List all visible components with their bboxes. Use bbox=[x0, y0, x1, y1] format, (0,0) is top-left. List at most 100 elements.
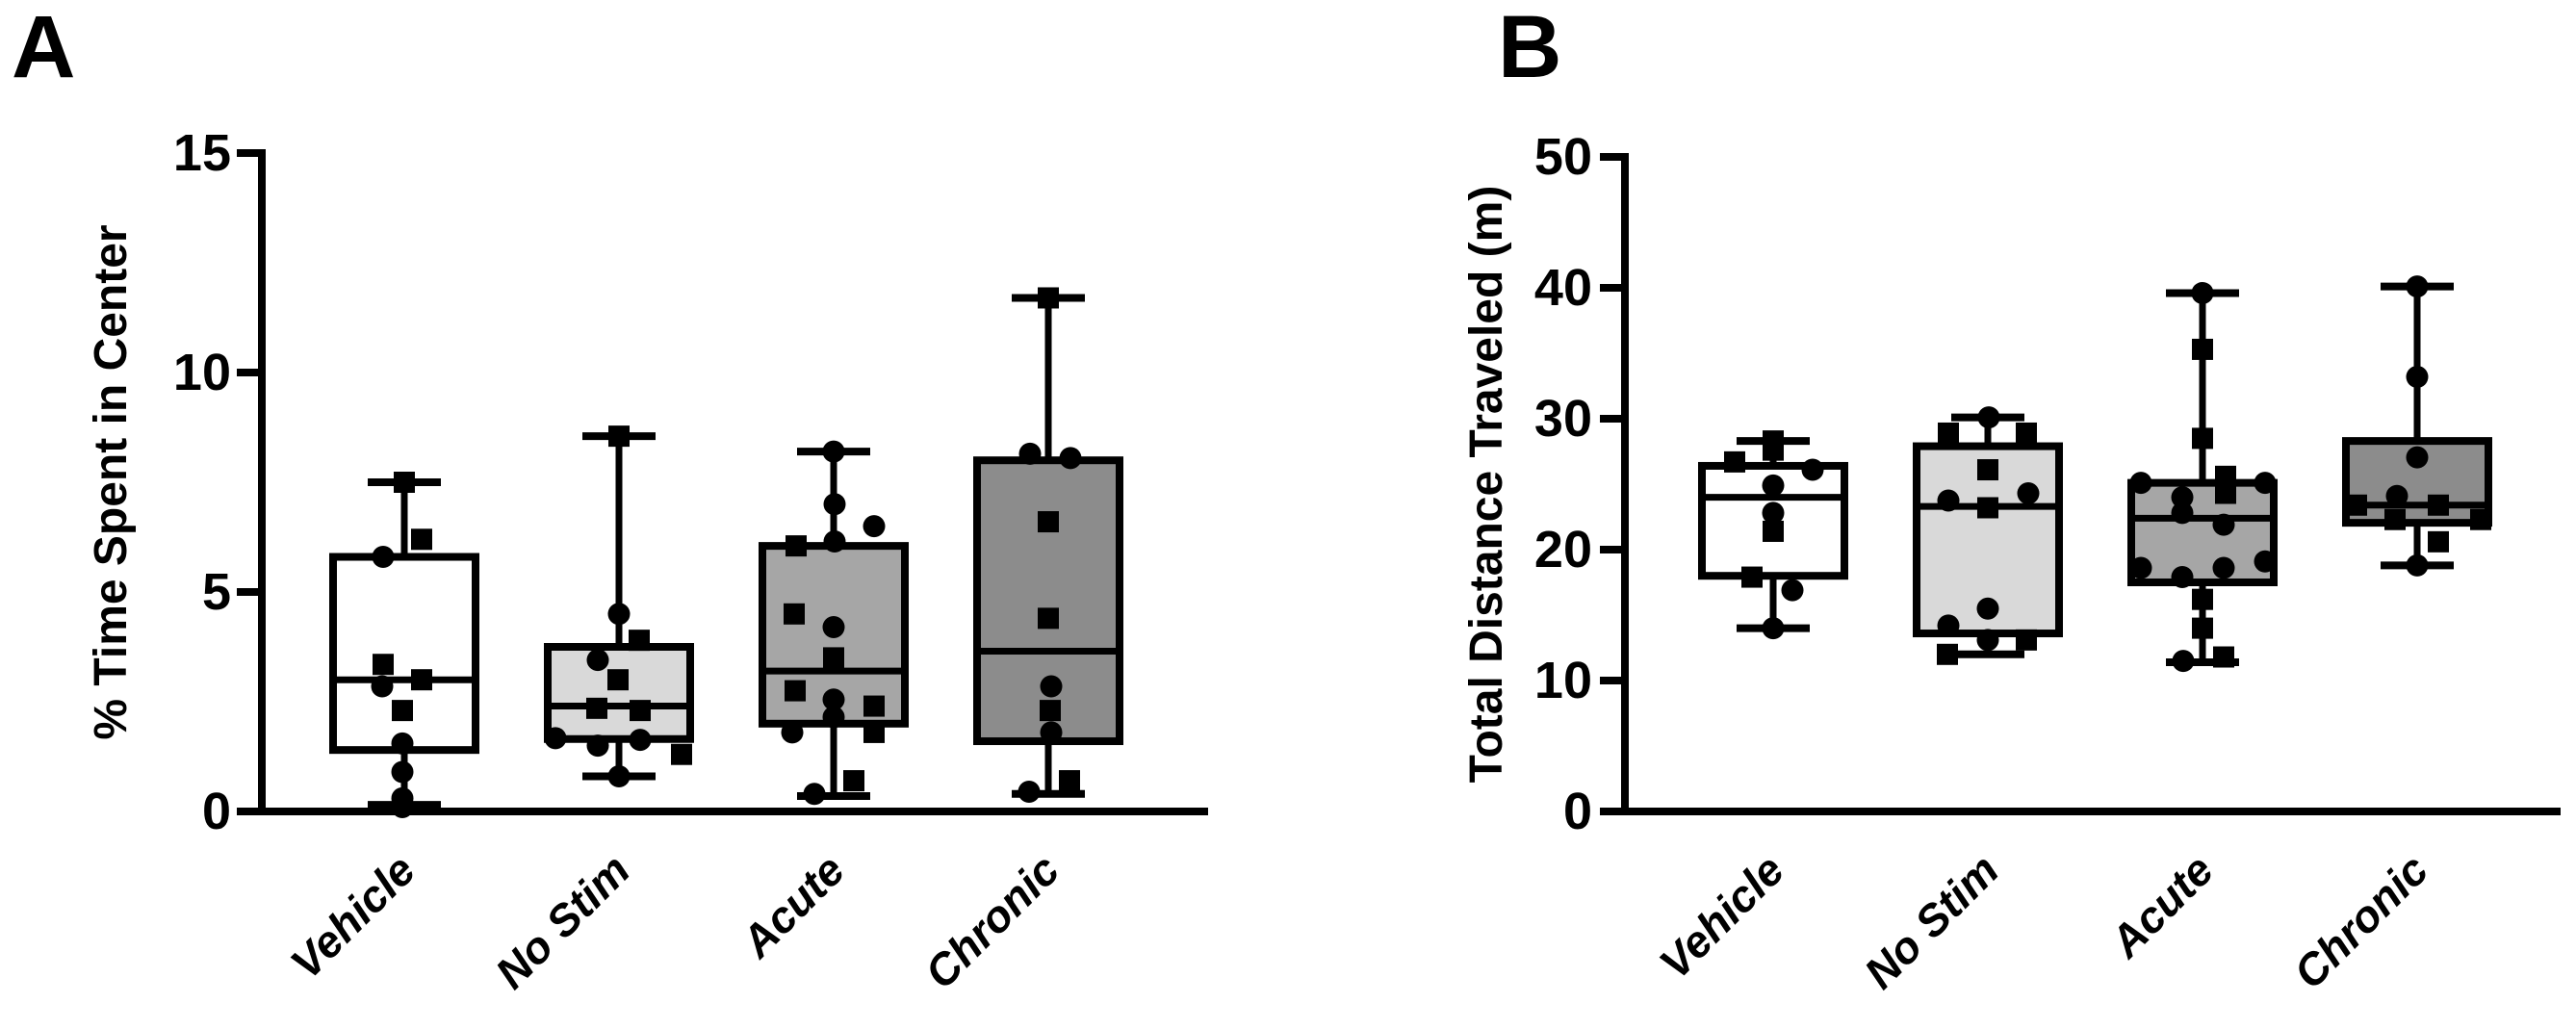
data-point-circle bbox=[1801, 458, 1824, 481]
data-point-square bbox=[786, 535, 807, 557]
data-point-circle bbox=[823, 493, 846, 516]
data-point-circle bbox=[781, 721, 804, 744]
data-point-circle bbox=[1937, 614, 1960, 637]
data-point-square bbox=[863, 695, 885, 717]
y-axis-tick-label: 30 bbox=[1534, 390, 1592, 448]
data-point-circle bbox=[1976, 629, 1999, 652]
data-point-square bbox=[2384, 508, 2406, 530]
y-axis-tick-label: 20 bbox=[1534, 521, 1592, 579]
data-point-circle bbox=[1018, 442, 1042, 465]
data-point-square bbox=[2215, 482, 2236, 504]
data-point-square bbox=[1763, 439, 1784, 461]
data-point-square bbox=[2213, 646, 2234, 668]
data-point-square bbox=[586, 697, 607, 719]
data-point-circle bbox=[2254, 472, 2277, 495]
data-point-square bbox=[863, 721, 885, 743]
data-point-circle bbox=[1762, 502, 1785, 525]
category-label: Chronic bbox=[2283, 844, 2437, 998]
data-point-circle bbox=[2171, 502, 2194, 525]
data-point-circle bbox=[371, 675, 394, 698]
data-point-circle bbox=[1976, 597, 1999, 620]
data-point-square bbox=[392, 700, 413, 722]
data-point-circle bbox=[2017, 482, 2040, 505]
data-point-circle bbox=[391, 795, 414, 818]
data-point-circle bbox=[822, 615, 845, 638]
data-point-circle bbox=[822, 706, 845, 729]
category-label: No Stim bbox=[485, 844, 639, 998]
data-point-circle bbox=[586, 734, 609, 758]
category-label: Vehicle bbox=[281, 844, 425, 988]
data-point-circle bbox=[2171, 486, 2194, 509]
data-point-square bbox=[2192, 338, 2213, 360]
data-point-circle bbox=[2129, 472, 2152, 495]
data-point-circle bbox=[1762, 474, 1785, 497]
data-point-circle bbox=[2191, 281, 2214, 304]
category-label: Chronic bbox=[914, 844, 1069, 998]
data-point-circle bbox=[391, 760, 414, 784]
data-point-circle bbox=[1781, 579, 1804, 602]
y-axis-tick-label: 10 bbox=[173, 344, 231, 401]
data-point-circle bbox=[586, 649, 609, 672]
data-point-circle bbox=[2406, 553, 2429, 577]
data-point-circle bbox=[2406, 365, 2429, 388]
data-point-square bbox=[1038, 607, 1059, 630]
data-point-circle bbox=[1977, 406, 2000, 429]
data-point-square bbox=[630, 700, 651, 722]
data-point-circle bbox=[2212, 556, 2235, 579]
panel-a-label: A bbox=[12, 0, 75, 96]
data-point-square bbox=[2428, 494, 2449, 516]
data-point-circle bbox=[2385, 484, 2409, 507]
data-point-square bbox=[671, 743, 692, 765]
data-point-square bbox=[2192, 588, 2213, 610]
y-axis-tick-label: 5 bbox=[202, 563, 231, 621]
data-point-square bbox=[629, 630, 650, 652]
data-point-square bbox=[2470, 508, 2491, 530]
category-label: No Stim bbox=[1854, 844, 2008, 998]
data-point-circle bbox=[2212, 513, 2235, 536]
data-point-square bbox=[1038, 287, 1059, 309]
data-point-circle bbox=[2129, 556, 2152, 579]
boxplot-chronic: Chronic bbox=[914, 287, 1123, 998]
data-point-circle bbox=[2406, 446, 2429, 469]
data-point-square bbox=[2215, 465, 2236, 487]
data-point-circle bbox=[391, 732, 414, 755]
boxplot-vehicle: Vehicle bbox=[281, 472, 479, 989]
data-point-square bbox=[607, 669, 629, 691]
data-point-square bbox=[2346, 494, 2367, 516]
data-point-circle bbox=[822, 440, 845, 463]
data-point-square bbox=[1059, 770, 1080, 792]
y-axis-tick-label: 0 bbox=[202, 783, 231, 840]
data-point-circle bbox=[2254, 550, 2277, 573]
data-point-square bbox=[1937, 643, 1958, 665]
boxplot-acute: Acute bbox=[731, 440, 909, 967]
data-point-square bbox=[1977, 497, 1998, 519]
data-point-square bbox=[785, 680, 806, 702]
boxplot-vehicle: Vehicle bbox=[1650, 430, 1848, 989]
data-point-square bbox=[608, 425, 630, 448]
boxplot-acute: Acute bbox=[2099, 281, 2278, 967]
data-point-square bbox=[1038, 511, 1059, 533]
data-point-circle bbox=[607, 765, 631, 788]
data-point-circle bbox=[372, 546, 395, 569]
box-rect bbox=[544, 643, 694, 743]
data-point-square bbox=[823, 647, 844, 669]
panel-a-y-axis-title: % Time Spent in Center bbox=[86, 224, 137, 739]
panel-b-plot: 0 10 20 30 40 50 Vehicle No Stim Acute Chronic bbox=[1534, 128, 2561, 998]
boxplot-no-stim: No Stim bbox=[485, 425, 694, 998]
category-label: Vehicle bbox=[1650, 844, 1793, 988]
panel-a-plot: 0 5 10 15 Vehicle No Stim Acute Chronic bbox=[173, 124, 1208, 998]
box-rect bbox=[2127, 478, 2278, 587]
y-axis-tick-label: 50 bbox=[1534, 128, 1592, 186]
data-point-circle bbox=[2406, 275, 2429, 298]
y-axis-tick-label: 15 bbox=[173, 124, 231, 182]
data-point-square bbox=[2016, 422, 2037, 444]
data-point-circle bbox=[1040, 721, 1063, 744]
data-point-circle bbox=[544, 727, 567, 750]
data-point-square bbox=[2192, 617, 2213, 639]
y-axis-tick-label: 40 bbox=[1534, 259, 1592, 317]
data-point-circle bbox=[2171, 566, 2194, 589]
boxplot-no-stim: No Stim bbox=[1854, 406, 2063, 998]
data-point-circle bbox=[1040, 675, 1063, 698]
